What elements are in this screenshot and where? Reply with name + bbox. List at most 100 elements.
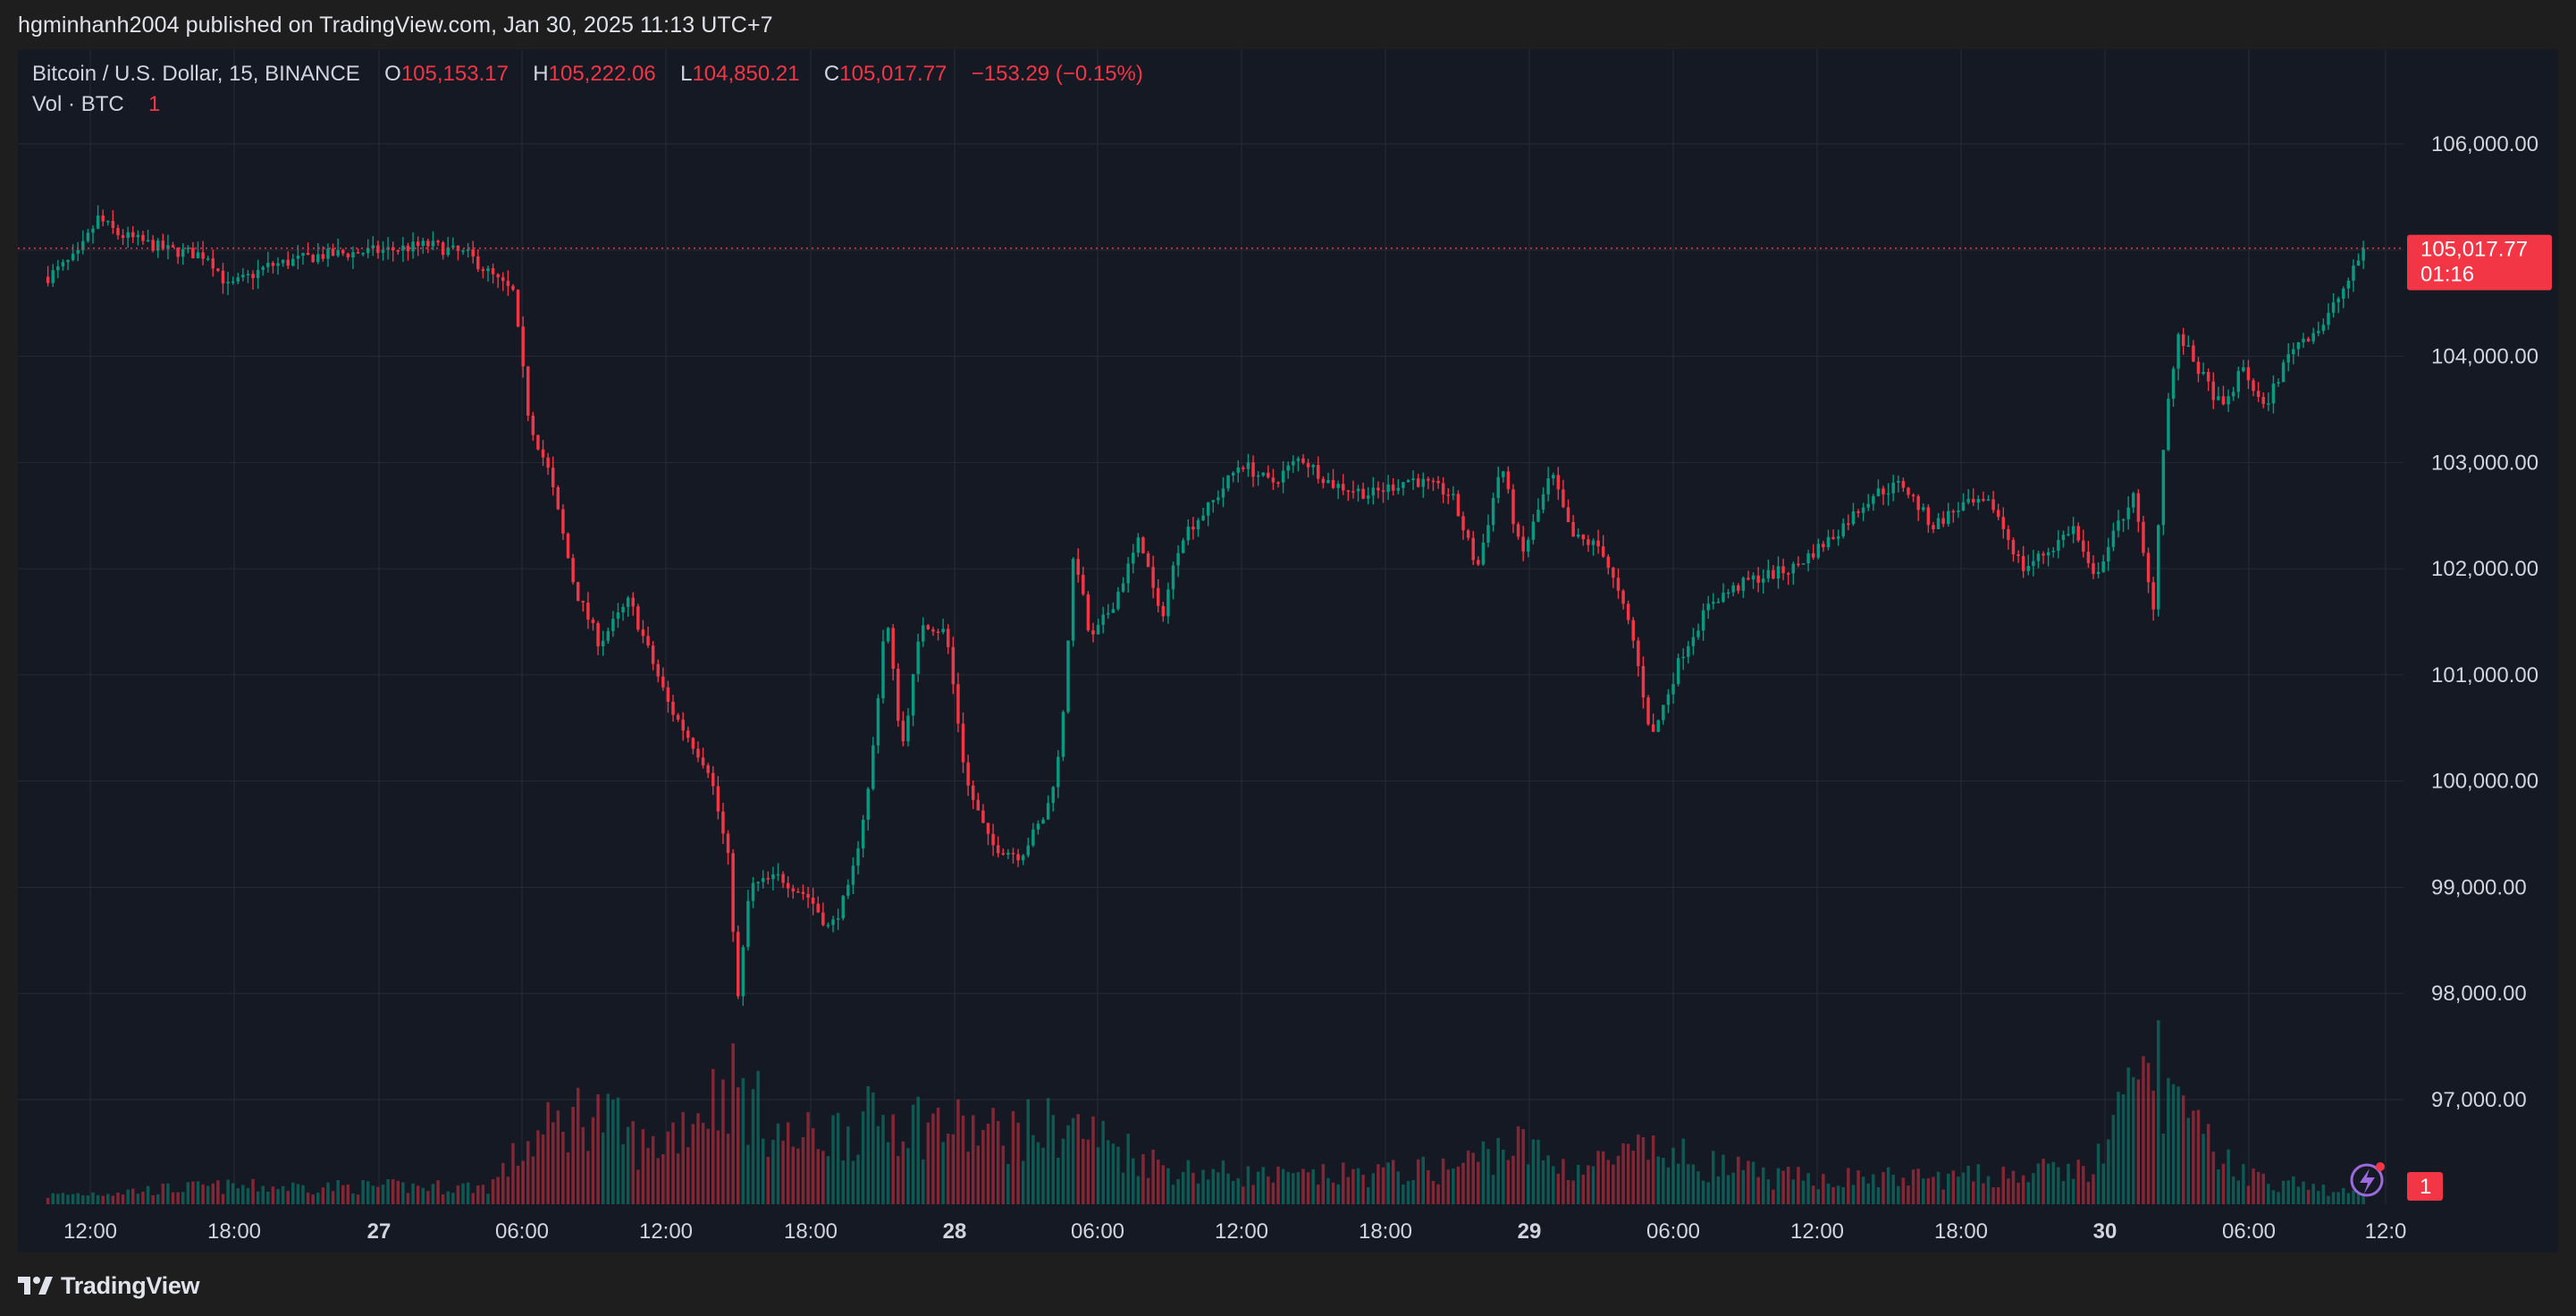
candle-body — [2267, 403, 2270, 405]
volume-bar — [1381, 1167, 1385, 1204]
volume-bar — [196, 1181, 200, 1204]
candle-body — [1486, 525, 1490, 543]
candle-body — [216, 268, 220, 271]
candle-body — [746, 900, 750, 948]
x-tick-label: 12:00 — [63, 1219, 117, 1244]
volume-bar — [561, 1131, 565, 1204]
volume-bar — [1772, 1189, 1775, 1204]
candle-body — [1157, 587, 1160, 606]
ohlc-legend: Bitcoin / U.S. Dollar, 15, BINANCE O105,… — [32, 62, 1143, 87]
candle-body — [826, 924, 830, 927]
y-tick-label: 100,000.00 — [2431, 770, 2538, 794]
volume-bar — [2221, 1163, 2226, 1204]
volume-bar — [1536, 1139, 1540, 1204]
candle-body — [1797, 563, 1800, 566]
candle-body — [1576, 534, 1580, 537]
volume-bar — [1631, 1151, 1636, 1204]
candle-body — [51, 270, 55, 283]
lightning-assistant-icon[interactable] — [2350, 1162, 2385, 1197]
volume-bar — [501, 1162, 505, 1204]
volume-bar — [2311, 1184, 2315, 1204]
volume-bar — [2101, 1163, 2105, 1204]
candle-body — [1951, 510, 1956, 513]
candle-body — [596, 622, 600, 646]
volume-bar — [316, 1192, 320, 1204]
volume-bar — [981, 1129, 985, 1204]
candle-body — [106, 221, 110, 223]
volume-bar — [451, 1193, 455, 1204]
candle-body — [376, 245, 380, 253]
candle-body — [2036, 553, 2041, 561]
volume-label[interactable]: Vol · BTC — [32, 92, 124, 116]
volume-bar — [461, 1183, 465, 1204]
candle-body — [2252, 380, 2255, 392]
symbol-label[interactable]: Bitcoin / U.S. Dollar, 15, BINANCE — [32, 62, 360, 86]
volume-bar — [1166, 1168, 1170, 1204]
volume-bar — [456, 1185, 460, 1204]
volume-bar — [861, 1111, 865, 1204]
candlestick-chart[interactable]: 106,000.00105,000.00104,000.00103,000.00… — [18, 49, 2558, 1253]
volume-bar — [631, 1121, 635, 1204]
volume-bar — [1651, 1135, 1655, 1204]
volume-bar — [996, 1120, 1000, 1204]
candle-body — [1566, 507, 1570, 522]
volume-bar — [2176, 1086, 2180, 1204]
volume-bar — [1141, 1154, 1145, 1204]
candle-body — [2331, 302, 2336, 313]
volume-bar — [1441, 1158, 1445, 1204]
candle-body — [1436, 480, 1440, 484]
candle-body — [1546, 478, 1550, 494]
volume-bar — [1021, 1160, 1025, 1204]
volume-bar — [61, 1193, 65, 1204]
candle-body — [766, 878, 770, 880]
volume-bar — [1346, 1177, 1351, 1204]
volume-bar — [1916, 1168, 1920, 1204]
volume-bar — [1891, 1175, 1895, 1204]
candle-body — [916, 641, 920, 674]
volume-bar — [1681, 1138, 1685, 1204]
volume-bar — [266, 1191, 270, 1204]
candle-body — [1376, 487, 1380, 491]
candle-body — [2092, 562, 2095, 575]
candle-body — [901, 721, 905, 742]
volume-bar — [1587, 1165, 1590, 1204]
candle-body — [1747, 578, 1750, 580]
candle-body — [1161, 605, 1166, 617]
candle-body — [116, 228, 120, 236]
candle-body — [2051, 551, 2055, 553]
candle-body — [1781, 566, 1785, 574]
volume-bar — [326, 1182, 330, 1204]
candle-body — [1216, 497, 1220, 501]
volume-bar — [1936, 1171, 1940, 1204]
volume-bar — [2246, 1185, 2251, 1204]
chart-panel[interactable]: 106,000.00105,000.00104,000.00103,000.00… — [18, 49, 2558, 1253]
candle-body — [2246, 367, 2251, 381]
volume-bar — [1016, 1122, 1020, 1204]
candle-body — [1811, 553, 1815, 558]
candle-body — [516, 290, 520, 327]
candle-body — [1191, 527, 1195, 530]
candle-body — [1336, 484, 1340, 488]
candle-body — [1527, 539, 1530, 552]
x-tick-label: 12:00 — [1790, 1219, 1844, 1244]
candle-body — [1477, 560, 1480, 565]
candle-body — [922, 625, 925, 642]
volume-bar — [941, 1142, 945, 1204]
y-tick-label: 98,000.00 — [2431, 982, 2527, 1006]
candle-body — [1031, 829, 1035, 846]
volume-bar — [851, 1160, 855, 1204]
candle-body — [1041, 819, 1045, 824]
volume-bar — [1452, 1168, 1455, 1204]
volume-bar — [1406, 1180, 1410, 1204]
volume-bar — [331, 1191, 335, 1204]
y-tick-label: 102,000.00 — [2431, 557, 2538, 581]
volume-bar — [901, 1141, 905, 1204]
volume-bar — [1221, 1160, 1225, 1204]
candle-body — [396, 250, 400, 252]
candle-body — [411, 241, 415, 252]
candle-body — [1136, 537, 1141, 553]
close-value: 105,017.77 — [839, 62, 947, 86]
tradingview-logo-icon[interactable] — [18, 1275, 54, 1296]
volume-bar — [661, 1154, 665, 1204]
candle-body — [816, 903, 821, 913]
